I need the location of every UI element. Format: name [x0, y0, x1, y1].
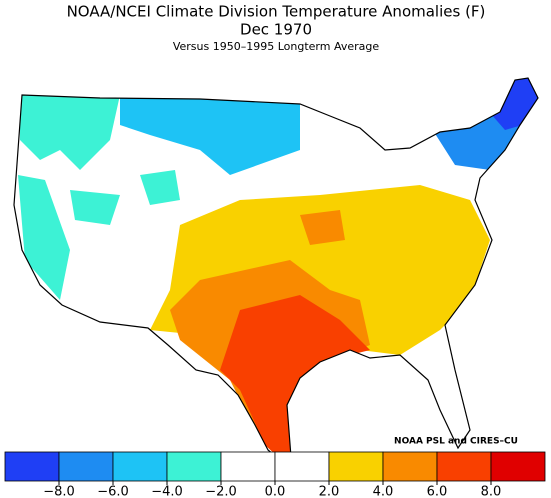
colorbar-bin: [490, 451, 546, 482]
colorbar-tick-label: 8.0: [481, 485, 502, 498]
colorbar-bin: [220, 451, 276, 482]
colorbar-tick-label: −4.0: [151, 485, 183, 498]
subtitle: Versus 1950–1995 Longterm Average: [173, 40, 380, 53]
colorbar-tick-label: −6.0: [97, 485, 129, 498]
colorbar-tick-label: −8.0: [43, 485, 75, 498]
colorbar-bin: [58, 451, 114, 482]
colorbar: −8.0 −6.0 −4.0 −2.0 0.0 2.0 4.0 6.0 8.0: [4, 451, 546, 498]
credit: NOAA PSL and CIRES–CU: [394, 437, 518, 447]
colorbar-bin: [328, 451, 384, 482]
us-outline: [13, 77, 539, 472]
colorbar-tick-label: 4.0: [373, 485, 394, 498]
colorbar-tick-label: 0.0: [265, 485, 286, 498]
map: [14, 78, 538, 470]
colorbar-tick-label: −2.0: [205, 485, 237, 498]
title: NOAA/NCEI Climate Division Temperature A…: [67, 3, 486, 21]
colorbar-bin: [274, 451, 330, 482]
colorbar-bin: [436, 451, 492, 482]
colorbar-tick-label: 6.0: [427, 485, 448, 498]
colorbar-tick-label: 2.0: [319, 485, 340, 498]
colorbar-bin: [4, 451, 60, 482]
colorbar-bin: [382, 451, 438, 482]
colorbar-bin: [166, 451, 222, 482]
colorbar-bin: [112, 451, 168, 482]
period: Dec 1970: [240, 21, 312, 39]
